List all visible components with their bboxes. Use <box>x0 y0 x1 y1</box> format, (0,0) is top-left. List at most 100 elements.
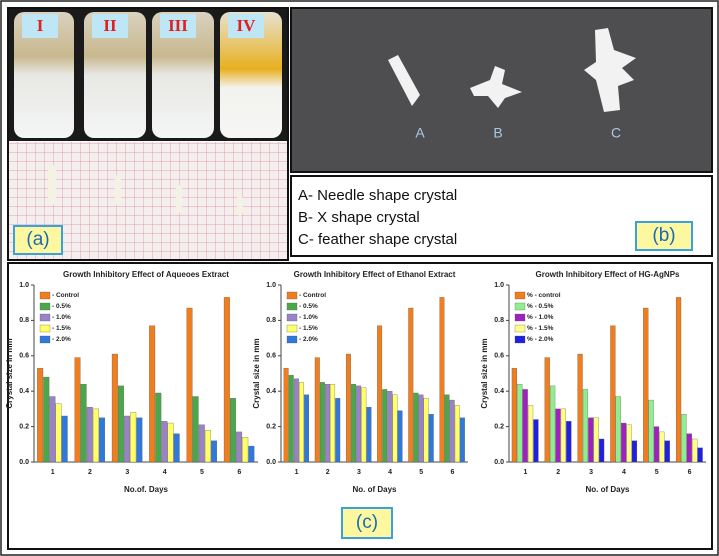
legend-label: % - 1.5% <box>527 325 554 332</box>
x-tick-label: 3 <box>125 469 129 476</box>
description: C- feather shape crystal <box>298 231 457 248</box>
panel-label-box <box>13 225 63 255</box>
panel-label: (b) <box>652 225 675 246</box>
bar <box>49 396 56 463</box>
x-tick-label: 4 <box>163 469 167 476</box>
x-tick-label: 1 <box>51 469 55 476</box>
bar <box>204 429 211 463</box>
y-tick-label: 0.6 <box>19 353 29 360</box>
panel-label-box <box>341 507 393 539</box>
panel-c <box>7 262 713 550</box>
bar <box>55 403 62 463</box>
legend-label: % - 0.5% <box>527 303 554 310</box>
legend-label: - 2.0% <box>299 336 318 343</box>
bar <box>283 368 289 463</box>
legend-swatch <box>514 335 526 344</box>
y-tick-label: 0.8 <box>494 317 504 324</box>
bar <box>459 417 465 463</box>
x-tick-label: 5 <box>200 469 204 476</box>
bar <box>392 394 398 463</box>
bar <box>449 399 455 463</box>
bar <box>351 383 357 463</box>
bar <box>198 424 205 463</box>
bar <box>117 385 124 463</box>
bar <box>582 389 589 463</box>
bar <box>136 417 143 463</box>
x-axis-title: No. of Days <box>585 485 630 494</box>
bar <box>511 368 517 463</box>
bar <box>236 431 243 463</box>
legend-swatch <box>286 291 298 300</box>
bar <box>248 445 255 463</box>
y-tick-label: 0.0 <box>266 459 276 466</box>
bar <box>325 383 330 463</box>
bar <box>314 357 320 463</box>
y-tick-label: 0.8 <box>266 317 276 324</box>
bar <box>366 406 372 463</box>
bar <box>74 357 81 463</box>
bar <box>293 378 299 463</box>
tube-label: IV <box>237 16 257 35</box>
y-axis-title: Crystal size in mm <box>5 338 14 408</box>
bar <box>397 410 403 463</box>
bar <box>418 394 424 463</box>
bar <box>387 391 393 463</box>
bar <box>37 368 44 463</box>
bar <box>304 394 310 463</box>
crystal-label: B <box>493 125 502 141</box>
bar <box>173 433 180 463</box>
bar <box>522 389 528 463</box>
bar <box>242 437 249 463</box>
legend-label: - Control <box>52 292 79 299</box>
x-tick-label: 6 <box>237 469 241 476</box>
bar <box>192 396 199 463</box>
bar <box>356 385 362 463</box>
x-axis-title: No. of Days <box>352 485 397 494</box>
chart-title: Growth Inhibitory Effect of Aqueoes Extr… <box>63 270 229 279</box>
y-axis-title: Crystal size in mm <box>252 338 261 408</box>
bar <box>454 405 460 463</box>
bar <box>643 307 649 463</box>
bar <box>653 426 660 463</box>
legend-swatch <box>286 313 298 322</box>
crystal-label: A <box>415 125 425 141</box>
bar <box>577 353 583 463</box>
description: B- X shape crystal <box>298 209 420 226</box>
bar <box>659 431 665 463</box>
tube-label-box <box>92 14 128 38</box>
bar <box>43 376 50 463</box>
bar <box>330 383 336 463</box>
x-tick-label: 3 <box>589 469 593 476</box>
bar <box>211 440 217 463</box>
x-tick-label: 1 <box>295 469 299 476</box>
x-tick-label: 1 <box>523 469 527 476</box>
y-tick-label: 0.8 <box>19 317 29 324</box>
x-tick-label: 2 <box>88 469 92 476</box>
bar <box>615 396 621 463</box>
legend-swatch <box>39 324 51 333</box>
bar <box>423 398 429 463</box>
tube-label: II <box>103 16 117 35</box>
bar <box>149 325 156 463</box>
bar <box>413 392 419 463</box>
legend-swatch <box>514 313 526 322</box>
bar <box>544 357 550 463</box>
y-tick-label: 0.6 <box>494 353 504 360</box>
bar <box>92 408 99 463</box>
legend-swatch <box>286 302 298 311</box>
bar <box>361 387 367 463</box>
panel-label: (c) <box>356 512 378 533</box>
bar <box>186 307 193 463</box>
x-tick-label: 5 <box>655 469 659 476</box>
tube-photo <box>9 9 287 141</box>
legend-label: - 1.0% <box>299 314 318 321</box>
bar <box>167 422 174 463</box>
x-tick-label: 4 <box>388 469 392 476</box>
y-tick-label: 0.2 <box>19 423 29 430</box>
bar <box>428 414 434 463</box>
y-tick-label: 0.4 <box>494 388 504 395</box>
legend-swatch <box>514 291 526 300</box>
y-tick-label: 0.2 <box>266 423 276 430</box>
legend-label: - Control <box>299 292 326 299</box>
legend-swatch <box>514 324 526 333</box>
